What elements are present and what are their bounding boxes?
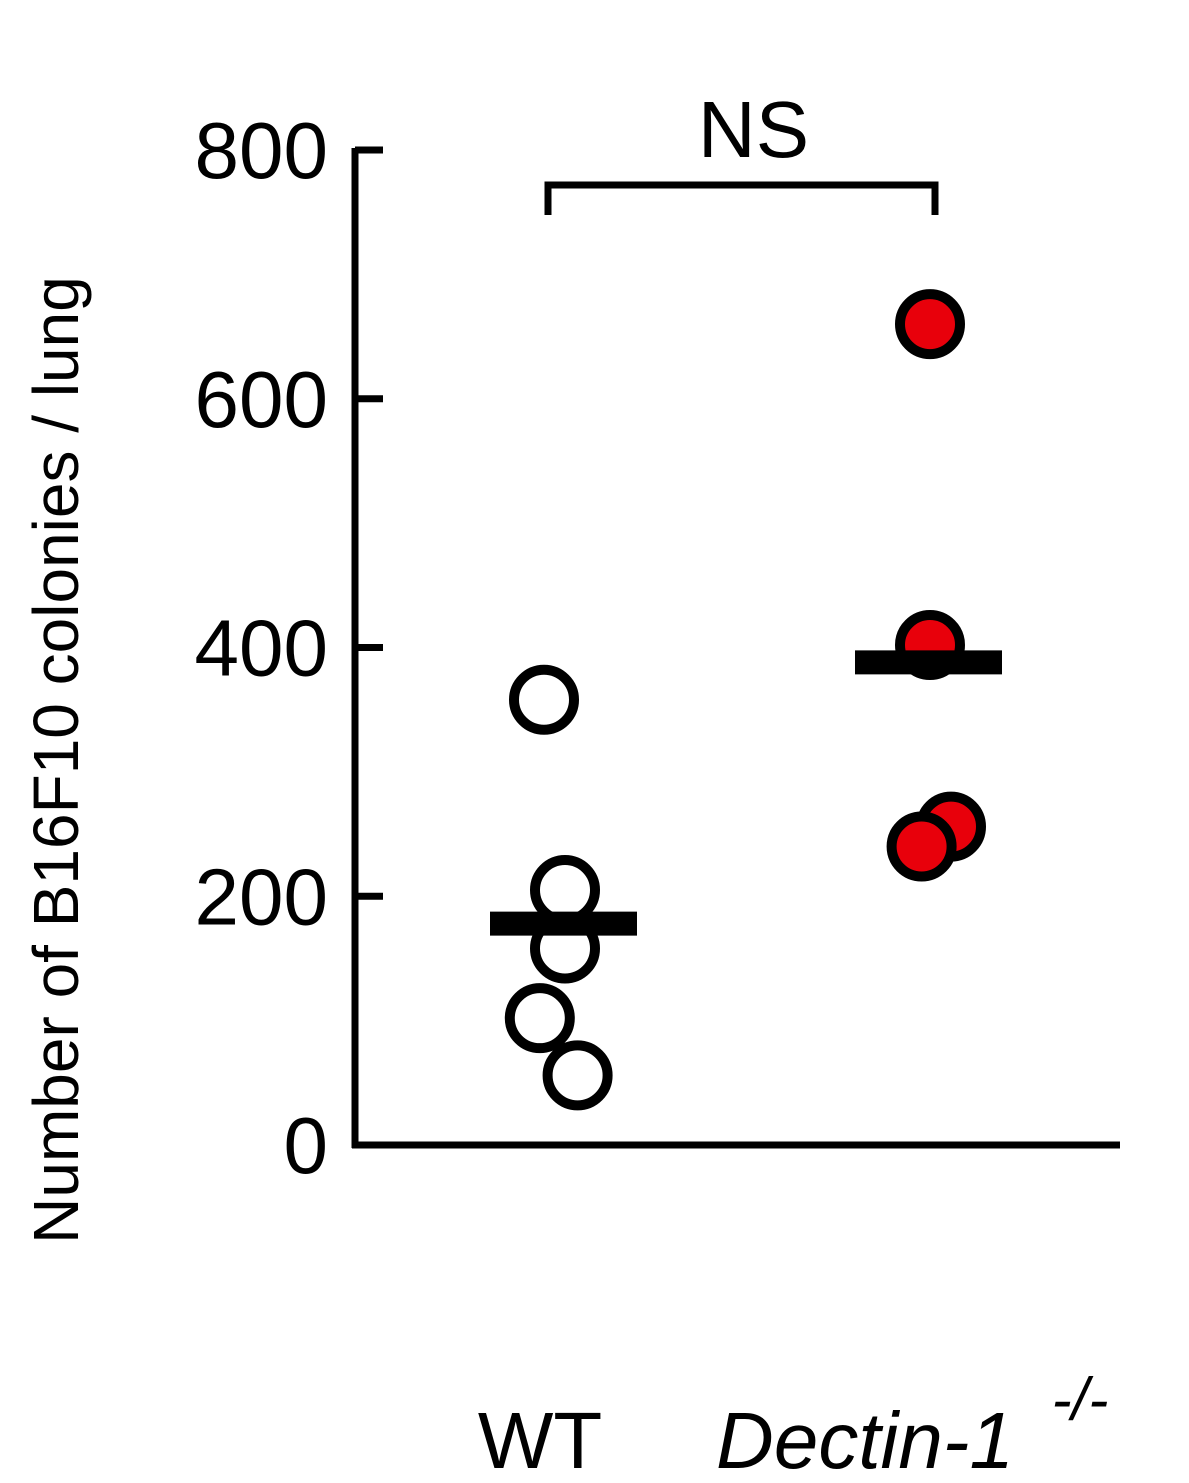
data-point — [509, 664, 579, 735]
annotation: NS — [544, 85, 939, 215]
data-point — [542, 1040, 613, 1111]
y-tick-label: 400 — [195, 604, 328, 693]
x-tick-label: Dectin-1 — [716, 1396, 1014, 1483]
data-point — [886, 811, 957, 882]
y-tick-label: 0 — [284, 1101, 329, 1190]
y-tick-label: 600 — [195, 355, 328, 444]
significance-label: NS — [698, 85, 809, 174]
significance-bracket — [544, 181, 939, 215]
data-point — [530, 855, 600, 926]
x-tick-superscript: -/- — [1052, 1366, 1109, 1433]
x-tick-label: WT — [478, 1396, 602, 1483]
data-point — [895, 289, 965, 360]
data-points — [504, 289, 986, 1111]
mean-lines — [490, 650, 1002, 936]
axes — [351, 148, 1120, 1149]
y-ticks: 0 200 400 600 800 — [195, 106, 383, 1190]
y-tick-label: 800 — [195, 106, 328, 195]
y-axis-label: Number of B16F10 colonies / lung — [20, 276, 92, 1244]
data-point — [504, 983, 575, 1054]
x-axis-labels: WT Dectin-1 -/- — [478, 1366, 1109, 1483]
y-tick-label: 200 — [195, 852, 328, 941]
